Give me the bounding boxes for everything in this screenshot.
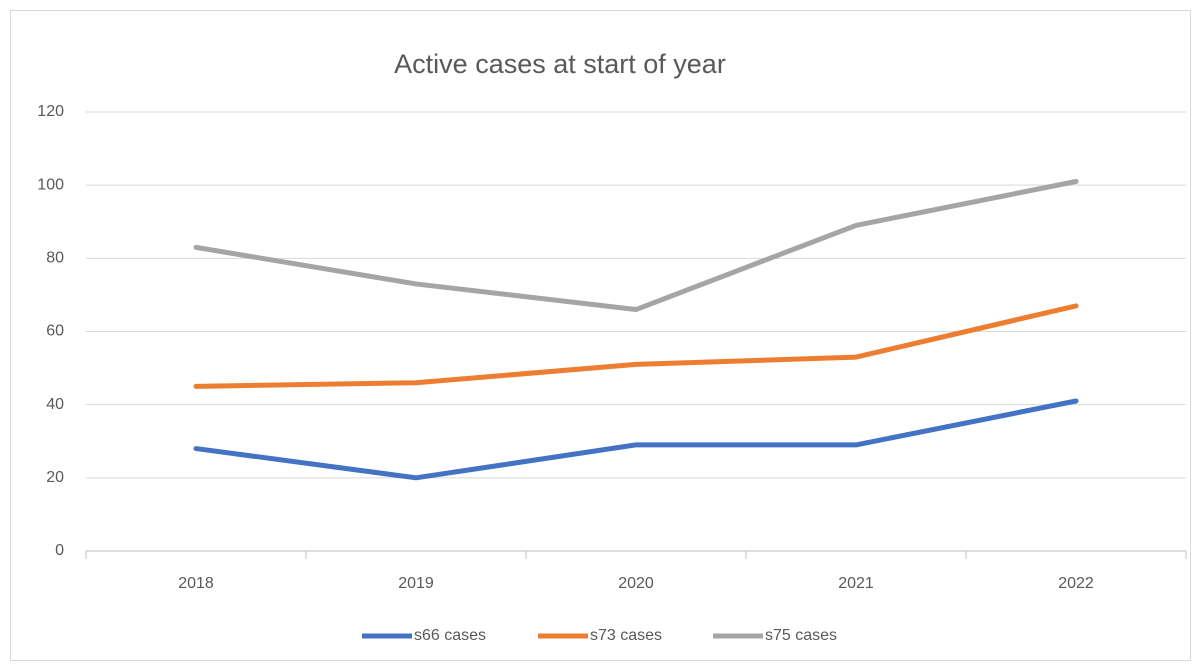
x-tick-label: 2018 [178, 575, 214, 592]
chart-title: Active cases at start of year [394, 49, 726, 79]
y-tick-label: 0 [55, 542, 64, 559]
y-tick-label: 120 [37, 103, 64, 120]
series-line [193, 179, 1079, 313]
series-line [193, 398, 1079, 481]
legend-label: s73 cases [590, 627, 662, 644]
y-tick-label: 20 [46, 469, 64, 486]
legend-label: s66 cases [414, 627, 486, 644]
x-tick-label: 2021 [838, 575, 874, 592]
chart-border [10, 10, 1191, 661]
y-tick-label: 80 [46, 250, 64, 267]
x-tick-label: 2022 [1058, 575, 1094, 592]
legend-label: s75 cases [765, 627, 837, 644]
series-line [193, 303, 1079, 389]
y-tick-label: 100 [37, 176, 64, 193]
y-tick-label: 60 [46, 323, 64, 340]
y-tick-label: 40 [46, 396, 64, 413]
x-tick-label: 2019 [398, 575, 434, 592]
x-tick-label: 2020 [618, 575, 654, 592]
